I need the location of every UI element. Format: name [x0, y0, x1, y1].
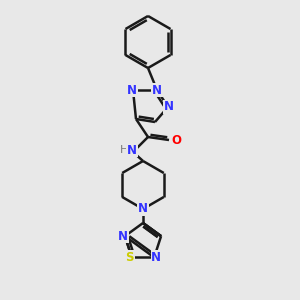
- Text: S: S: [126, 251, 134, 264]
- Text: N: N: [118, 230, 128, 243]
- Text: H: H: [120, 145, 128, 155]
- Text: N: N: [127, 83, 137, 97]
- Text: N: N: [151, 251, 161, 264]
- Text: O: O: [171, 134, 181, 146]
- Text: N: N: [138, 202, 148, 215]
- Text: N: N: [164, 100, 174, 113]
- Text: N: N: [127, 143, 137, 157]
- Text: N: N: [152, 83, 162, 97]
